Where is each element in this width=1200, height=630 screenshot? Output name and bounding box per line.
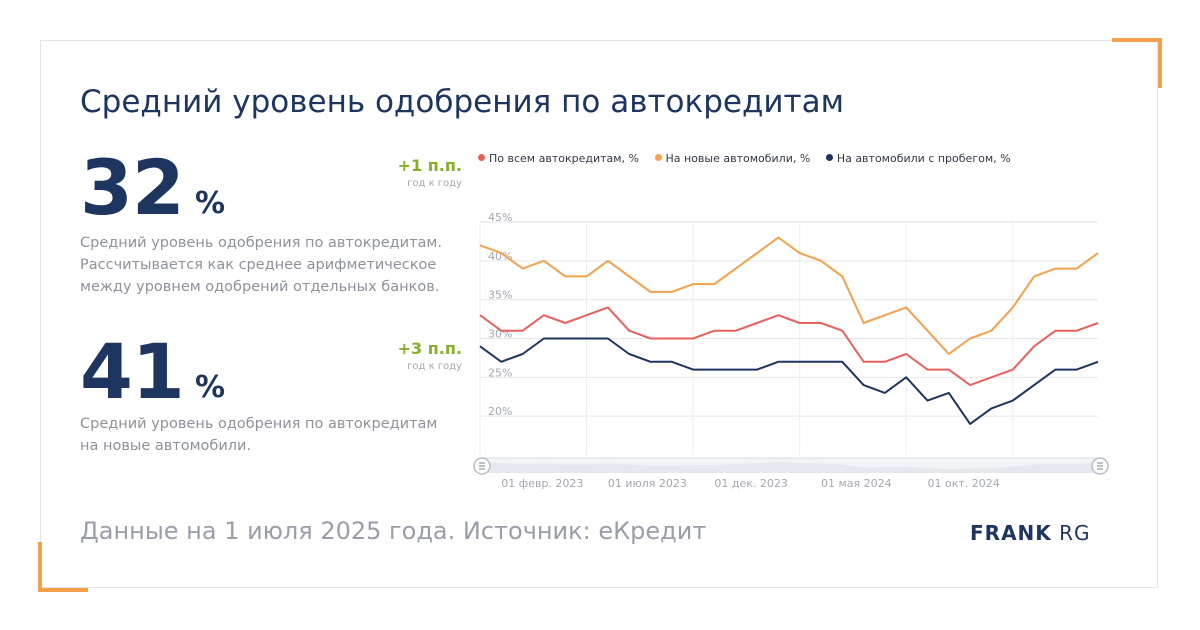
x-tick-label: 01 февр. 2023 (501, 477, 583, 490)
logo-bold: FRANK (970, 521, 1052, 545)
stat-all-value: 32 (80, 143, 185, 232)
legend-item-new[interactable]: На новые автомобили, % (654, 152, 811, 165)
navigator-preview (480, 462, 1098, 473)
logo-light: RG (1059, 521, 1091, 545)
x-tick-label: 01 июля 2023 (608, 477, 687, 490)
footer-source: Данные на 1 июля 2025 года. Источник: eК… (80, 517, 707, 545)
legend-dot-all (478, 154, 485, 161)
chart-legend: По всем автокредитам, % На новые автомоб… (478, 152, 1023, 165)
brand-logo: FRANK RG (970, 521, 1091, 545)
stat-new-unit: % (195, 370, 226, 405)
y-tick-label: 20% (488, 405, 512, 418)
page-title: Средний уровень одобрения по автокредита… (80, 84, 844, 120)
series-line-new (479, 236, 1099, 355)
x-tick-label: 01 мая 2024 (821, 477, 892, 490)
stat-new-delta: +3 п.п. (397, 339, 462, 358)
stat-all-unit: % (195, 186, 226, 221)
stat-new-description: Средний уровень одобрения по автокредита… (80, 416, 438, 454)
stat-all-delta: +1 п.п. (397, 156, 462, 175)
series-line-all (479, 306, 1099, 387)
series-line-used (479, 337, 1099, 425)
y-tick-label: 40% (488, 250, 512, 263)
legend-label-new: На новые автомобили, % (665, 152, 811, 165)
legend-dot-used (825, 154, 833, 161)
corner-accent-bottom-left (38, 542, 88, 592)
stat-new-delta-note: год к году (407, 361, 462, 372)
legend-dot-new (654, 154, 662, 161)
card-frame (40, 40, 1158, 588)
legend-label-all: По всем автокредитам, % (489, 152, 639, 165)
y-tick-label: 45% (488, 211, 512, 224)
x-tick-label: 01 дек. 2023 (714, 477, 788, 490)
y-tick-label: 25% (488, 366, 512, 379)
y-tick-label: 35% (488, 289, 512, 302)
stat-new-value: 41 (80, 327, 185, 416)
corner-accent-top-right (1112, 38, 1162, 88)
stat-all-description: Средний уровень одобрения по автокредита… (80, 235, 442, 295)
legend-label-used: На автомобили с пробегом, % (836, 152, 1011, 165)
x-tick-label: 01 окт. 2024 (928, 477, 1000, 490)
stat-all-delta-note: год к году (407, 178, 462, 189)
legend-item-all[interactable]: По всем автокредитам, % (478, 152, 639, 165)
legend-item-used[interactable]: На автомобили с пробегом, % (825, 152, 1011, 165)
